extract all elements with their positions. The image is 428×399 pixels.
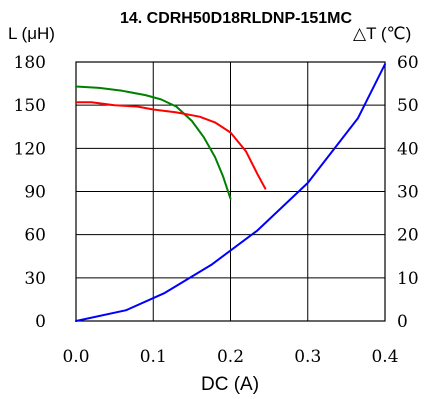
y-left-tick-label: 0 [35,312,46,332]
x-tick-label: 0.3 [294,347,321,367]
y-left-tick-label: 120 [14,139,46,159]
y-right-tick-label: 0 [397,312,408,332]
x-tick-label: 0.2 [217,347,244,367]
y-left-tick-label: 90 [24,183,46,203]
series-line-3 [75,63,386,322]
y-right-tick-label: 10 [397,269,419,289]
y-right-tick-label: 40 [397,139,419,159]
x-tick-label: 0.1 [140,347,167,367]
y-left-tick-label: 30 [24,269,46,289]
y-left-tick-label: 180 [14,53,46,73]
chart-title: 14. CDRH50D18RLDNP-151MC [120,10,353,27]
plot-frame [75,61,386,322]
x-tick-label: 0.4 [371,347,398,367]
y-right-tick-label: 50 [397,96,419,116]
x-axis-label: DC (A) [201,374,259,395]
series-line-1 [75,85,232,200]
y-axis-left-label: L (μH) [8,24,55,43]
tick-labels: 0.0 0.1 0.2 0.3 0.4 0 30 60 90 120 150 180 0 10 20 30 40… [14,53,419,367]
x-tick-label: 0.0 [62,347,89,367]
y-left-tick-label: 150 [14,96,46,116]
y-axis-right-label: △T (℃) [353,24,411,43]
y-right-tick-label: 30 [397,183,419,203]
y-left-tick-label: 60 [24,226,46,246]
y-right-tick-label: 20 [397,226,419,246]
y-right-tick-label: 60 [397,53,419,73]
series-group [75,63,386,322]
series-line-2 [75,101,267,190]
plot-grid [75,61,386,322]
